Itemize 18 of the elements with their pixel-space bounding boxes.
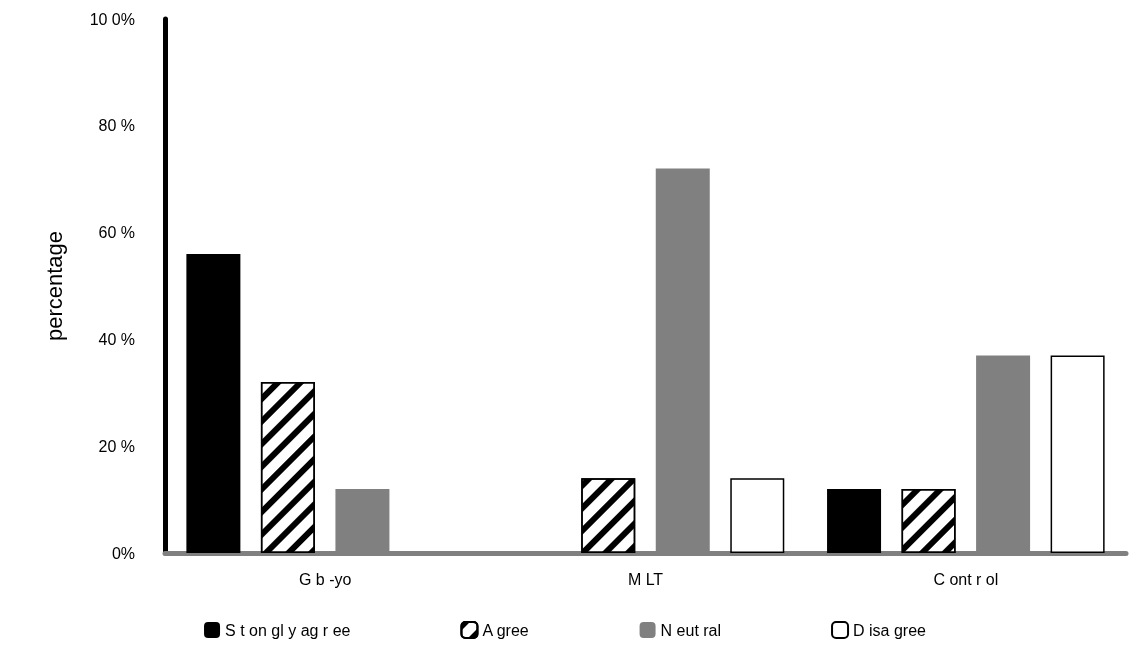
y-tick-label: 10 0% xyxy=(89,10,135,28)
bar xyxy=(1050,355,1105,553)
y-tick-label: 80 % xyxy=(98,117,135,135)
x-tick-label: G b -yo xyxy=(298,570,352,588)
legend-label: S t on gl y ag r ee xyxy=(225,621,351,639)
y-axis-title: percentage xyxy=(41,230,67,342)
bar xyxy=(730,478,785,553)
legend-label: N eut ral xyxy=(660,621,722,639)
bar xyxy=(827,488,882,553)
legend-label: D isa gree xyxy=(853,621,927,639)
y-tick-label: 20 % xyxy=(98,437,135,455)
bar xyxy=(186,253,241,553)
x-tick-label: C ont r ol xyxy=(933,570,999,588)
legend-label: A gree xyxy=(482,621,529,639)
text: 0% xyxy=(111,544,135,562)
x-tick-label: M LT xyxy=(627,570,664,588)
y-tick-label: 60 % xyxy=(98,224,135,242)
y-tick-label: 40 % xyxy=(98,330,135,348)
